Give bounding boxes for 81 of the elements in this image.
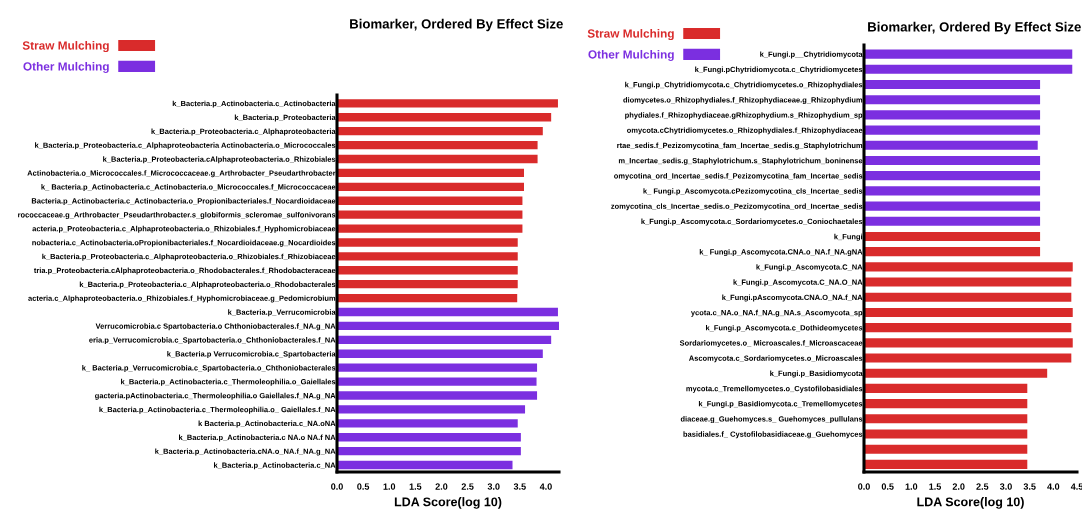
bar <box>864 171 1041 181</box>
x-tick-label: 1.0 <box>383 483 396 490</box>
x-tick-label: 2.0 <box>952 483 965 490</box>
bar <box>337 196 523 205</box>
bar <box>337 377 537 386</box>
bar <box>337 460 513 470</box>
bar <box>337 224 523 233</box>
bar <box>864 459 1028 469</box>
bar <box>337 391 538 400</box>
bar <box>337 349 543 358</box>
legend-label: Straw Mulching <box>587 29 674 41</box>
bar <box>337 433 521 442</box>
bar <box>864 49 1073 59</box>
x-tick-label: 2.5 <box>461 483 474 490</box>
bar <box>864 201 1041 211</box>
bar <box>337 182 524 191</box>
bar <box>337 252 518 261</box>
legend-label: Other Mulching <box>588 49 674 62</box>
bar <box>337 154 538 164</box>
bar <box>337 99 558 108</box>
bar <box>864 323 1072 333</box>
x-tick-label: 1.5 <box>929 483 942 490</box>
bar <box>864 95 1041 105</box>
bar <box>864 368 1048 378</box>
x-tick-label: 1.5 <box>409 483 422 490</box>
bar <box>864 155 1041 166</box>
x-tick-label: 3.5 <box>1023 483 1036 490</box>
bar <box>864 140 1038 150</box>
bar <box>337 419 518 428</box>
bar <box>864 186 1041 196</box>
bar <box>864 292 1072 302</box>
bar <box>864 247 1041 257</box>
bar <box>337 238 518 247</box>
x-tick-label: 1.0 <box>905 483 918 490</box>
bar <box>337 446 521 456</box>
bar <box>337 335 552 345</box>
bar <box>337 321 559 331</box>
bar <box>864 262 1073 272</box>
bar <box>337 127 543 136</box>
bar <box>864 429 1028 439</box>
bar <box>337 307 558 317</box>
x-tick-label: 3.0 <box>487 483 500 490</box>
x-axis-title: LDA Score(log 10) <box>917 497 1024 509</box>
bar <box>337 363 538 372</box>
bar <box>864 277 1072 287</box>
bar <box>864 216 1041 226</box>
chart-title: Biomarker, Ordered By Effect Size <box>868 21 1081 35</box>
legend-label: Other Mulching <box>23 61 109 74</box>
bar <box>864 444 1028 454</box>
bar <box>337 140 538 150</box>
x-tick-label: 0.5 <box>357 483 370 490</box>
bar <box>337 266 518 275</box>
bar <box>864 383 1028 393</box>
bar <box>337 168 524 178</box>
bar <box>337 405 526 414</box>
x-tick-label: 2.5 <box>976 483 989 490</box>
x-tick-label: 0.0 <box>858 483 870 490</box>
x-tick-label: 4.0 <box>1047 483 1060 490</box>
bar <box>864 110 1041 120</box>
x-tick-label: 0.5 <box>881 483 894 490</box>
bar <box>864 231 1041 242</box>
x-tick-label: 4.0 <box>539 483 552 490</box>
bar <box>864 338 1073 348</box>
bar <box>864 353 1072 363</box>
x-tick-label: 3.5 <box>513 483 526 490</box>
bar <box>864 399 1028 409</box>
x-axis-title: LDA Score(log 10) <box>394 497 502 509</box>
x-tick-label: 0.0 <box>331 483 343 490</box>
legend-label: Straw Mulching <box>22 41 109 53</box>
bar <box>864 79 1041 90</box>
bar <box>864 64 1073 74</box>
bar <box>337 210 523 219</box>
x-tick-label: 3.0 <box>999 483 1012 490</box>
bar <box>864 414 1028 424</box>
bar <box>337 293 518 303</box>
bar <box>337 113 552 122</box>
bar <box>864 307 1073 317</box>
x-tick-label: 2.0 <box>435 483 448 490</box>
chart-title: Biomarker, Ordered By Effect Size <box>350 18 563 32</box>
bar <box>864 125 1041 135</box>
bar <box>337 280 518 289</box>
